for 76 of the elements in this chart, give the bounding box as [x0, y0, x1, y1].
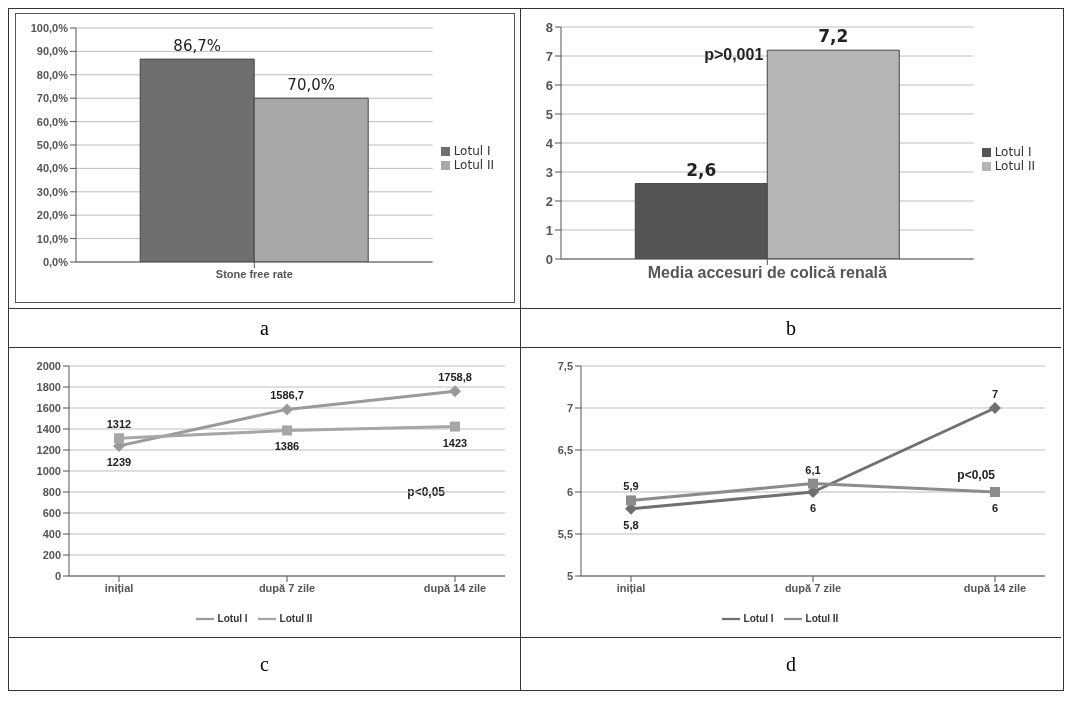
y-tick-label: 6,5 [557, 443, 573, 456]
annotation: p<0,05 [407, 485, 445, 500]
y-tick-label: 8 [545, 19, 553, 35]
data-label: 1386 [274, 440, 300, 453]
legend-label: Lotul I [743, 612, 774, 624]
x-tick-label: după 7 zile [784, 581, 842, 594]
x-tick-label: inițial [104, 581, 134, 594]
legend-label: Lotul II [453, 158, 494, 172]
y-tick-label: 20,0% [36, 209, 69, 222]
y-tick-label: 1600 [36, 401, 61, 414]
legend-label: Lotul II [279, 612, 313, 624]
y-tick-label: 0,0% [42, 255, 69, 268]
y-tick-label: 4 [545, 135, 554, 151]
y-tick-label: 70,0% [36, 92, 69, 105]
data-label: 1423 [442, 436, 468, 449]
legend-label: Lotul I [217, 612, 248, 624]
y-tick-label: 1200 [36, 443, 61, 456]
text: d [786, 652, 796, 676]
annotation: p>0,001 [704, 46, 764, 64]
x-tick-label: inițial [616, 581, 646, 594]
data-label: 6 [991, 502, 999, 514]
legend-label: Lotul II [805, 612, 839, 624]
y-tick-label: 30,0% [36, 185, 69, 198]
text: b [786, 316, 796, 340]
y-tick-label: 0 [54, 569, 61, 582]
y-tick-label: 90,0% [36, 45, 69, 58]
y-tick-label: 400 [42, 527, 61, 540]
y-tick-label: 6 [545, 77, 553, 93]
y-tick-label: 600 [42, 506, 61, 519]
x-tick-label: după 7 zile [258, 581, 316, 594]
y-tick-label: 10,0% [36, 232, 69, 245]
y-tick-label: 6 [566, 485, 573, 498]
y-tick-label: 1000 [36, 464, 61, 477]
data-label: 5,9 [623, 480, 639, 493]
data-label: 70,0% [287, 76, 336, 95]
legend-label: Lotul I [453, 144, 491, 158]
y-tick-label: 60,0% [36, 115, 69, 128]
data-label: 1239 [106, 455, 132, 468]
x-tick-label: Media accesuri de colică renală [647, 264, 888, 282]
x-tick-label: după 14 zile [423, 581, 487, 594]
y-tick-label: 800 [42, 485, 61, 498]
text: a [260, 316, 269, 340]
y-tick-label: 7 [566, 401, 573, 414]
data-label: 86,7% [173, 37, 222, 56]
data-label: 7,2 [818, 26, 849, 47]
data-label: 6,1 [805, 463, 821, 476]
y-tick-label: 50,0% [36, 138, 69, 151]
data-label: 7 [991, 388, 999, 400]
y-tick-label: 5 [545, 106, 553, 122]
y-tick-label: 7,5 [557, 359, 573, 372]
y-tick-label: 0 [545, 251, 553, 267]
y-tick-label: 3 [545, 164, 553, 180]
x-tick-label: după 14 zile [963, 581, 1027, 594]
legend-label: Lotul I [994, 145, 1032, 159]
y-tick-label: 5 [566, 569, 573, 582]
annotation: p<0,05 [957, 468, 995, 482]
y-tick-label: 5,5 [557, 527, 573, 540]
y-tick-label: 80,0% [36, 68, 69, 81]
legend-label: Lotul II [994, 159, 1035, 173]
text: c [260, 652, 269, 676]
y-tick-label: 40,0% [36, 162, 69, 175]
data-label: 6 [809, 502, 817, 514]
y-tick-label: 7 [545, 48, 553, 64]
data-label: 1586,7 [270, 389, 304, 402]
x-tick-label: Stone free rate [215, 267, 293, 280]
y-tick-label: 1400 [36, 422, 61, 435]
data-label: 1758,8 [438, 371, 472, 384]
data-label: 2,6 [686, 159, 717, 180]
y-tick-label: 1800 [36, 380, 61, 393]
y-tick-label: 2000 [36, 359, 61, 372]
y-tick-label: 100,0% [30, 21, 69, 34]
y-tick-label: 1 [545, 222, 553, 238]
data-label: 5,8 [623, 518, 639, 531]
data-label: 1312 [106, 418, 132, 431]
y-tick-label: 200 [42, 548, 61, 561]
y-tick-label: 2 [545, 193, 553, 209]
